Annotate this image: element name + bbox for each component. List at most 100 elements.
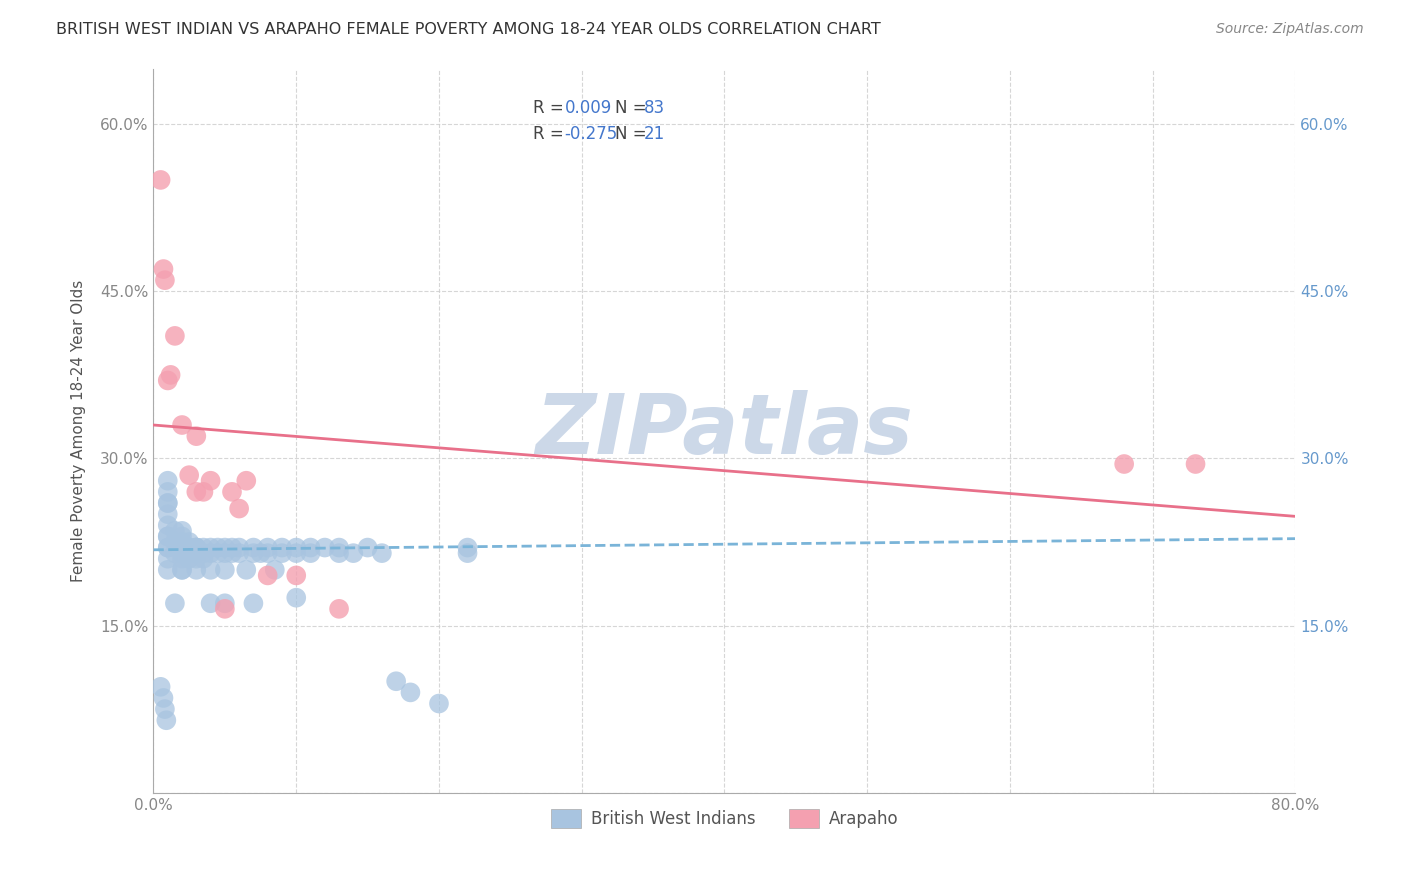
Point — [163, 535, 186, 549]
Point — [1114, 457, 1136, 471]
Text: 0.009: 0.009 — [565, 99, 612, 118]
Point — [221, 546, 243, 560]
Point — [299, 541, 322, 555]
Point — [193, 551, 215, 566]
Point — [179, 535, 201, 549]
Text: 83: 83 — [644, 99, 665, 118]
Point — [163, 524, 186, 538]
Point — [170, 563, 193, 577]
Point — [385, 674, 408, 689]
Text: BRITISH WEST INDIAN VS ARAPAHO FEMALE POVERTY AMONG 18-24 YEAR OLDS CORRELATION : BRITISH WEST INDIAN VS ARAPAHO FEMALE PO… — [56, 22, 882, 37]
Text: -0.275: -0.275 — [565, 125, 617, 143]
Point — [170, 524, 193, 538]
Point — [214, 546, 236, 560]
Point — [186, 546, 208, 560]
Text: 21: 21 — [644, 125, 665, 143]
Point — [371, 546, 394, 560]
Point — [285, 568, 308, 582]
Point — [271, 541, 294, 555]
Point — [163, 596, 186, 610]
Point — [228, 546, 250, 560]
Text: N =: N = — [614, 125, 652, 143]
Point — [170, 546, 193, 560]
Point — [200, 474, 222, 488]
Point — [228, 501, 250, 516]
Point — [179, 541, 201, 555]
Point — [1184, 457, 1206, 471]
Point — [156, 496, 179, 510]
Point — [170, 417, 193, 432]
Point — [186, 563, 208, 577]
Text: N =: N = — [614, 99, 652, 118]
Point — [170, 551, 193, 566]
Point — [342, 546, 364, 560]
Point — [156, 551, 179, 566]
Point — [200, 596, 222, 610]
Point — [328, 602, 350, 616]
Point — [170, 563, 193, 577]
Point — [256, 541, 278, 555]
Point — [163, 546, 186, 560]
Point — [200, 546, 222, 560]
Point — [285, 591, 308, 605]
Point — [170, 541, 193, 555]
Point — [159, 368, 181, 382]
Point — [242, 541, 264, 555]
Point — [328, 541, 350, 555]
Point — [242, 596, 264, 610]
Point — [200, 541, 222, 555]
Point — [427, 697, 450, 711]
Point — [156, 474, 179, 488]
Point — [149, 173, 172, 187]
Point — [163, 329, 186, 343]
Point — [156, 507, 179, 521]
Point — [235, 474, 257, 488]
Point — [156, 529, 179, 543]
Point — [207, 546, 229, 560]
Text: Source: ZipAtlas.com: Source: ZipAtlas.com — [1216, 22, 1364, 37]
Point — [152, 690, 174, 705]
Point — [328, 546, 350, 560]
Text: R =: R = — [533, 125, 568, 143]
Point — [285, 546, 308, 560]
Point — [186, 484, 208, 499]
Point — [457, 541, 479, 555]
Point — [156, 541, 179, 555]
Point — [314, 541, 336, 555]
Point — [153, 273, 176, 287]
Point — [299, 546, 322, 560]
Point — [156, 563, 179, 577]
Point — [156, 518, 179, 533]
Text: ZIPatlas: ZIPatlas — [536, 390, 914, 471]
Point — [153, 702, 176, 716]
Point — [193, 546, 215, 560]
Point — [156, 541, 179, 555]
Point — [271, 546, 294, 560]
Point — [186, 541, 208, 555]
Legend: British West Indians, Arapaho: British West Indians, Arapaho — [544, 803, 905, 835]
Point — [457, 546, 479, 560]
Point — [186, 541, 208, 555]
Point — [193, 484, 215, 499]
Point — [193, 541, 215, 555]
Point — [156, 529, 179, 543]
Point — [285, 541, 308, 555]
Point — [186, 551, 208, 566]
Point — [155, 713, 177, 727]
Point — [207, 541, 229, 555]
Point — [263, 563, 285, 577]
Point — [179, 546, 201, 560]
Text: R =: R = — [533, 99, 568, 118]
Point — [156, 496, 179, 510]
Point — [214, 563, 236, 577]
Point — [256, 568, 278, 582]
Point — [186, 546, 208, 560]
Point — [179, 551, 201, 566]
Point — [170, 529, 193, 543]
Point — [149, 680, 172, 694]
Point — [152, 262, 174, 277]
Point — [249, 546, 271, 560]
Point — [356, 541, 378, 555]
Point — [399, 685, 422, 699]
Point — [221, 484, 243, 499]
